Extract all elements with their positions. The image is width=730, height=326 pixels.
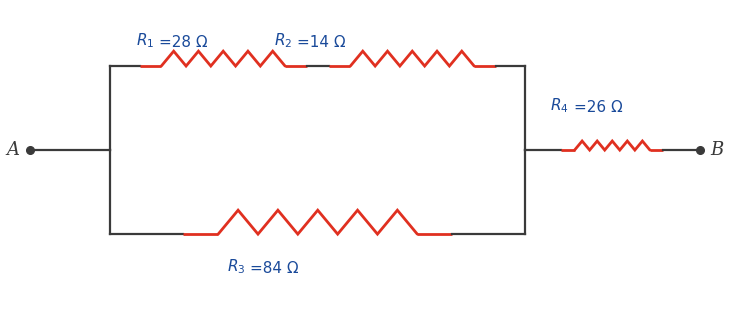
Text: A: A bbox=[7, 141, 20, 159]
Text: B: B bbox=[710, 141, 723, 159]
Text: =26 Ω: =26 Ω bbox=[574, 99, 623, 114]
Text: $R_1$: $R_1$ bbox=[136, 31, 154, 50]
Text: $R_4$: $R_4$ bbox=[550, 96, 569, 114]
Text: $R_3$: $R_3$ bbox=[227, 258, 245, 276]
Text: =14 Ω: =14 Ω bbox=[297, 35, 346, 50]
Text: $R_2$: $R_2$ bbox=[274, 31, 293, 50]
Text: =84 Ω: =84 Ω bbox=[250, 261, 299, 276]
Text: =28 Ω: =28 Ω bbox=[159, 35, 208, 50]
